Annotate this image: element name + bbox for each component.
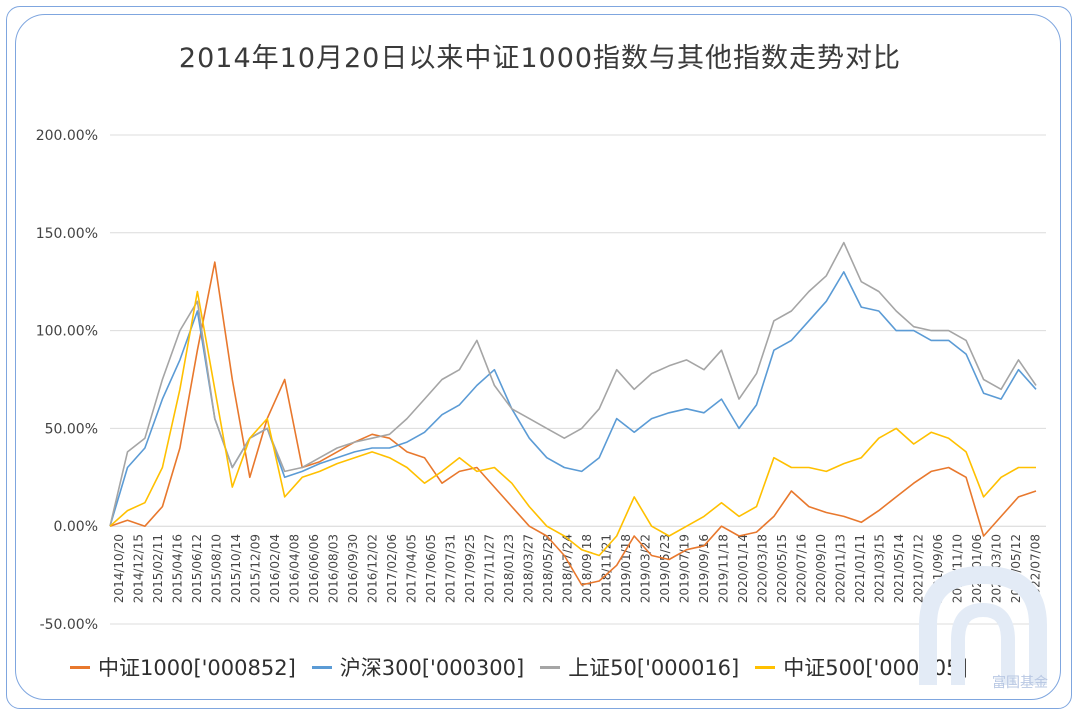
legend-label: 上证50['000016]	[568, 656, 740, 680]
x-tick-label: 2017/06/05	[424, 534, 438, 603]
y-axis: 200.00% 150.00% 100.00% 50.00% 0.00% -50.00%	[36, 128, 98, 633]
x-tick-label: 2015/08/10	[209, 534, 223, 603]
x-tick-label: 2020/11/13	[833, 534, 847, 603]
y-tick-label: 50.00%	[45, 421, 98, 437]
x-tick-label: 2018/09/18	[580, 534, 594, 603]
series-lines	[109, 241, 1037, 586]
x-tick-label: 2019/09/16	[697, 534, 711, 603]
legend-swatch	[70, 665, 90, 669]
x-tick-label: 2018/03/27	[521, 534, 535, 603]
x-tick-label: 2016/06/06	[307, 534, 321, 603]
series-line-0	[109, 261, 1037, 586]
x-tick-label: 2014/10/20	[112, 534, 126, 603]
x-tick-label: 2021/03/15	[872, 534, 886, 603]
x-tick-label: 2019/07/19	[677, 534, 691, 603]
series-line-1	[109, 271, 1037, 527]
x-tick-label: 2015/04/16	[170, 534, 184, 603]
x-tick-label: 2018/07/24	[560, 534, 574, 603]
x-tick-label: 2017/07/31	[443, 534, 457, 603]
x-tick-label: 2018/01/23	[502, 534, 516, 603]
x-tick-label: 2017/09/25	[463, 534, 477, 603]
x-tick-label: 2017/11/27	[482, 534, 496, 603]
x-tick-label: 2018/05/28	[541, 534, 555, 603]
outer-frame	[6, 6, 1072, 709]
legend-swatch	[311, 665, 332, 669]
y-tick-label: 100.00%	[36, 324, 98, 340]
x-tick-label: 2020/07/16	[794, 534, 808, 603]
chart-title: 2014年10月20日以来中证1000指数与其他指数走势对比	[178, 43, 902, 74]
y-tick-label: 150.00%	[36, 226, 98, 242]
y-tick-label: 0.00%	[54, 519, 98, 535]
x-tick-label: 2020/01/14	[736, 534, 750, 603]
x-axis: 2014/10/20 2014/12/15 2015/02/11 2015/04/16…	[112, 534, 1043, 603]
series-line-2	[109, 241, 1037, 527]
legend-label: 中证1000['000852]	[98, 656, 296, 680]
x-tick-label: 2016/04/08	[287, 534, 301, 603]
x-tick-label: 2016/08/03	[326, 534, 340, 603]
x-tick-label: 2019/01/18	[619, 534, 633, 603]
x-tick-label: 2016/12/02	[365, 534, 379, 603]
x-tick-label: 2015/06/12	[190, 534, 204, 603]
x-tick-label: 2019/11/18	[716, 534, 730, 603]
y-tick-label: 200.00%	[36, 128, 98, 144]
legend-item: 上证50['000016]	[540, 652, 739, 682]
x-tick-label: 2020/05/15	[775, 534, 789, 603]
inner-frame	[15, 14, 1061, 700]
x-tick-label: 2021/01/11	[853, 534, 867, 603]
x-tick-label: 2021/07/12	[911, 534, 925, 603]
x-tick-label: 2016/09/30	[346, 534, 360, 603]
series-line-3	[109, 290, 1036, 557]
legend-swatch	[755, 665, 776, 669]
x-tick-label: 2019/03/22	[638, 534, 652, 603]
legend-item: 沪深300['000300]	[311, 652, 525, 682]
x-tick-label: 2020/09/10	[814, 534, 828, 603]
x-tick-label: 2019/05/23	[658, 534, 672, 603]
x-tick-label: 2017/02/06	[385, 534, 399, 603]
watermark-logo	[919, 565, 1047, 685]
legend-swatch	[540, 665, 561, 669]
x-tick-label: 2017/04/05	[404, 534, 418, 603]
x-tick-label: 2018/11/21	[599, 534, 613, 603]
legend-item: 中证1000['000852]	[70, 652, 296, 682]
x-tick-label: 2015/10/14	[229, 534, 243, 603]
legend-label: 沪深300['000300]	[339, 656, 525, 680]
watermark-text: 富国基金	[992, 675, 1048, 691]
y-tick-label: -50.00%	[40, 617, 98, 633]
x-tick-label: 2020/03/18	[755, 534, 769, 603]
x-tick-label: 2014/12/15	[131, 534, 145, 603]
x-tick-label: 2015/12/09	[248, 534, 262, 603]
legend: 中证1000['000852] 沪深300['000300] 上证50['00001…	[70, 654, 968, 680]
x-tick-label: 2015/02/11	[151, 534, 165, 603]
x-tick-label: 2016/02/04	[268, 534, 282, 603]
x-tick-label: 2021/05/14	[892, 534, 906, 603]
